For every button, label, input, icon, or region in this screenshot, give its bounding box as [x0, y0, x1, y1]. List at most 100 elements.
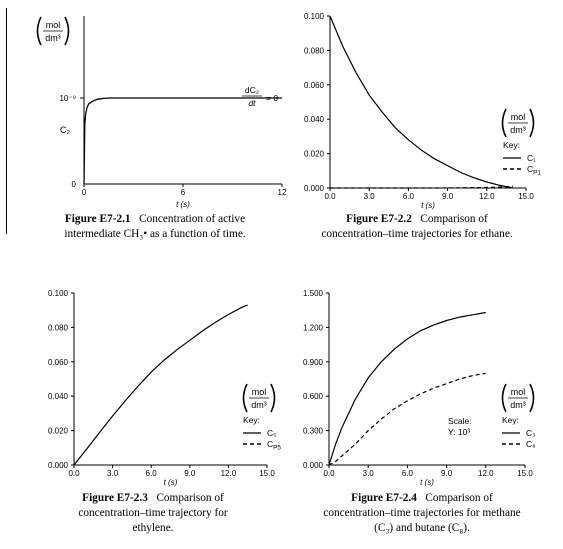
y-tick-label: 0.900 — [303, 358, 324, 367]
unit-numerator: mol — [511, 112, 526, 122]
y-tick-label: 0.020 — [304, 150, 325, 159]
y-tick-label: 1.500 — [303, 289, 324, 298]
unit-denominator: dm³ — [510, 400, 526, 410]
caption-label: Figure E7-2.2 — [346, 213, 412, 225]
chart-2-unit-label: mol dm³ — [242, 383, 276, 413]
right-paren — [529, 383, 535, 413]
y-tick-label: 0.000 — [303, 461, 324, 470]
y-tick-label: 0.080 — [304, 46, 325, 55]
annotation-denominator: dt — [248, 98, 256, 108]
legend-label: CP5 — [267, 439, 281, 452]
y-tick-label: 0.100 — [304, 12, 325, 21]
x-tick-label: 3.0 — [363, 469, 375, 478]
caption-text-line-1: Comparison of — [425, 492, 493, 504]
caption-label: Figure E7-2.1 — [64, 213, 131, 225]
series-line-c — [328, 311, 486, 466]
x-tick-label: 12.0 — [479, 192, 495, 201]
y-tick-label: 0.040 — [48, 392, 69, 401]
chart-e7-2-1: 0 6 12 0 10⁻⁹ C₂ t (s) dC₂ dt = 0 — [59, 16, 287, 209]
caption-text-line-3: ethylene. — [132, 522, 174, 534]
chart-e7-2-4: 0.0 3.0 6.0 9.0 12.0 15.0 0.000 0.300 0.600 0.900… — [303, 289, 536, 487]
x-tick-label: 6 — [181, 188, 186, 197]
y-tick-label: 0.000 — [304, 184, 325, 193]
x-tick-label: 9.0 — [442, 192, 454, 201]
left-paren — [501, 383, 507, 413]
x-tick-label: 0.0 — [323, 469, 335, 478]
x-tick-label: 6.0 — [403, 192, 415, 201]
left-paren — [501, 108, 507, 138]
y-tick-label: 0.060 — [304, 81, 325, 90]
right-paren — [270, 383, 276, 413]
caption-text-line-2: concentration–time trajectories for etha… — [321, 228, 513, 240]
x-tick-label: 0.0 — [324, 192, 336, 201]
chart-e7-2-3: 0.0 3.0 6.0 9.0 12.0 15.0 0.000 0.020 0.040 0.060… — [48, 289, 281, 487]
chart-e7-2-2: 0.0 3.0 6.0 9.0 12.0 15.0 0.000 0.020 0.040 0.060… — [304, 12, 541, 210]
caption-text-line-1: Comparison of — [156, 492, 224, 504]
unit-numerator: mol — [46, 20, 61, 30]
chart-e7-2-1-unit-label: mol dm³ — [36, 16, 70, 46]
series-line-c2 — [83, 97, 282, 185]
x-tick-label: 6.0 — [146, 469, 158, 478]
series-line-c — [328, 372, 486, 466]
y-tick-label: 0.060 — [48, 358, 69, 367]
page-margin-rule — [6, 8, 7, 234]
x-axis-label: t (s) — [420, 478, 434, 487]
unit-denominator: dm³ — [510, 125, 526, 135]
caption-label: Figure E7-2.3 — [82, 492, 148, 504]
x-tick-label: 12.0 — [221, 469, 237, 478]
x-tick-label: 15.0 — [259, 469, 275, 478]
x-axis-label: t (s) — [164, 478, 178, 487]
y-tick-label: 0.040 — [304, 115, 325, 124]
caption-text-line-2: intermediate CH₃• as a function of time. — [64, 228, 246, 240]
scale-note-line-2: Y: 10³ — [448, 427, 470, 437]
legend-label: C₁ — [527, 153, 536, 163]
caption-e7-2-1: Figure E7-2.1 Concentration of active in… — [20, 212, 290, 242]
caption-text-line-2: concentration–time trajectories for meth… — [323, 507, 521, 519]
legend-label: C₈ — [526, 439, 536, 449]
annotation-equals-zero: = 0 — [266, 93, 278, 103]
left-paren — [36, 16, 42, 46]
caption-text-line-1: Concentration of active — [139, 213, 246, 225]
y-tick-label: 0.020 — [48, 427, 69, 436]
x-tick-label: 15.0 — [517, 469, 533, 478]
legend-label: C₃ — [526, 428, 536, 438]
caption-text-line-3: (C₃) and butane (C₈). — [374, 522, 470, 534]
x-tick-label: 3.0 — [107, 469, 119, 478]
unit-numerator: mol — [252, 387, 267, 397]
x-tick-label: 6.0 — [402, 469, 414, 478]
x-tick-label: 12 — [278, 188, 287, 197]
x-tick-label: 9.0 — [184, 469, 196, 478]
chart-1-unit-label: mol dm³ — [501, 108, 535, 138]
right-paren — [529, 108, 535, 138]
x-axis-label: t (s) — [421, 201, 435, 210]
caption-e7-2-2: Figure E7-2.2 Comparison of concentratio… — [282, 212, 552, 242]
y-axis-label: C₂ — [60, 125, 70, 135]
x-tick-label: 9.0 — [441, 469, 453, 478]
y-origin-label: 0 — [72, 180, 77, 189]
x-tick-label: 3.0 — [364, 192, 376, 201]
y-tick-label: 0.080 — [48, 323, 69, 332]
unit-denominator: dm³ — [251, 400, 267, 410]
x-tick-label: 12.0 — [478, 469, 494, 478]
caption-e7-2-4: Figure E7-2.4 Comparison of concentratio… — [283, 491, 561, 536]
unit-denominator: dm³ — [45, 33, 61, 43]
y-tick-label: 0.100 — [48, 289, 69, 298]
caption-text-line-1: Comparison of — [420, 213, 488, 225]
legend-key-title: Key: — [503, 140, 520, 150]
annotation-numerator: dC₂ — [245, 85, 259, 95]
unit-numerator: mol — [511, 387, 526, 397]
y-tick-label: 1.200 — [303, 323, 324, 332]
y-tick-label: 0.300 — [303, 427, 324, 436]
y-tick-label: 10⁻⁹ — [59, 94, 76, 103]
x-tick-label: 15.0 — [518, 192, 534, 201]
series-line-c — [73, 304, 248, 466]
x-axis-label: t (s) — [176, 200, 190, 209]
caption-text-line-2: concentration–time trajectory for — [78, 507, 228, 519]
series-line-c — [329, 15, 514, 189]
x-tick-label: 0.0 — [68, 469, 80, 478]
x-tick-label: 0 — [82, 188, 87, 197]
y-tick-label: 0.600 — [303, 392, 324, 401]
y-tick-label: 0.000 — [48, 461, 69, 470]
scale-note-line-1: Scale: — [448, 416, 472, 426]
